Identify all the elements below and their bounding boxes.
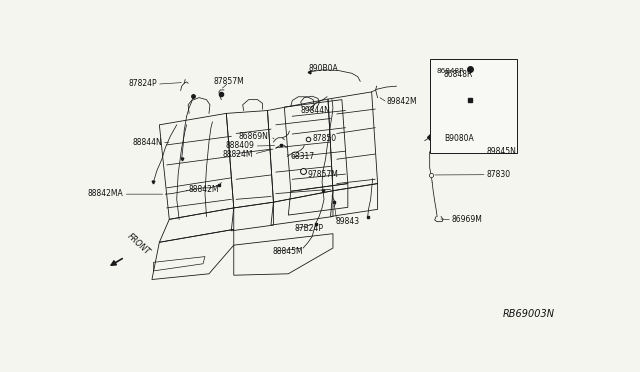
Text: 88844N: 88844N xyxy=(132,138,162,147)
Text: 89842M: 89842M xyxy=(387,97,417,106)
Text: 86848R: 86848R xyxy=(436,68,464,74)
Text: 86969M: 86969M xyxy=(452,215,483,224)
Text: 87830: 87830 xyxy=(486,170,511,179)
Text: 89843: 89843 xyxy=(336,217,360,226)
Text: 89844N: 89844N xyxy=(301,106,331,115)
Bar xyxy=(430,59,517,154)
Text: RB69003N: RB69003N xyxy=(503,309,555,319)
Text: 88824M: 88824M xyxy=(222,150,253,158)
Text: 87824P: 87824P xyxy=(128,79,157,88)
Text: 68317: 68317 xyxy=(291,153,314,161)
Text: 87B24P: 87B24P xyxy=(294,224,323,233)
Text: 88845M: 88845M xyxy=(273,247,303,256)
Text: 86869N: 86869N xyxy=(239,132,269,141)
Text: 88842M: 88842M xyxy=(188,185,219,194)
Text: 97857M: 97857M xyxy=(307,170,338,179)
Text: 88842MA: 88842MA xyxy=(88,189,124,198)
Text: 888409: 888409 xyxy=(226,141,255,150)
Text: 89845N: 89845N xyxy=(486,147,516,156)
Text: 87857M: 87857M xyxy=(213,77,244,86)
Text: FRONT: FRONT xyxy=(125,232,152,257)
Text: 87850: 87850 xyxy=(312,134,336,143)
Text: 890B0A: 890B0A xyxy=(308,64,338,73)
Text: 86848R: 86848R xyxy=(444,70,473,79)
Text: B9080A: B9080A xyxy=(444,134,474,143)
